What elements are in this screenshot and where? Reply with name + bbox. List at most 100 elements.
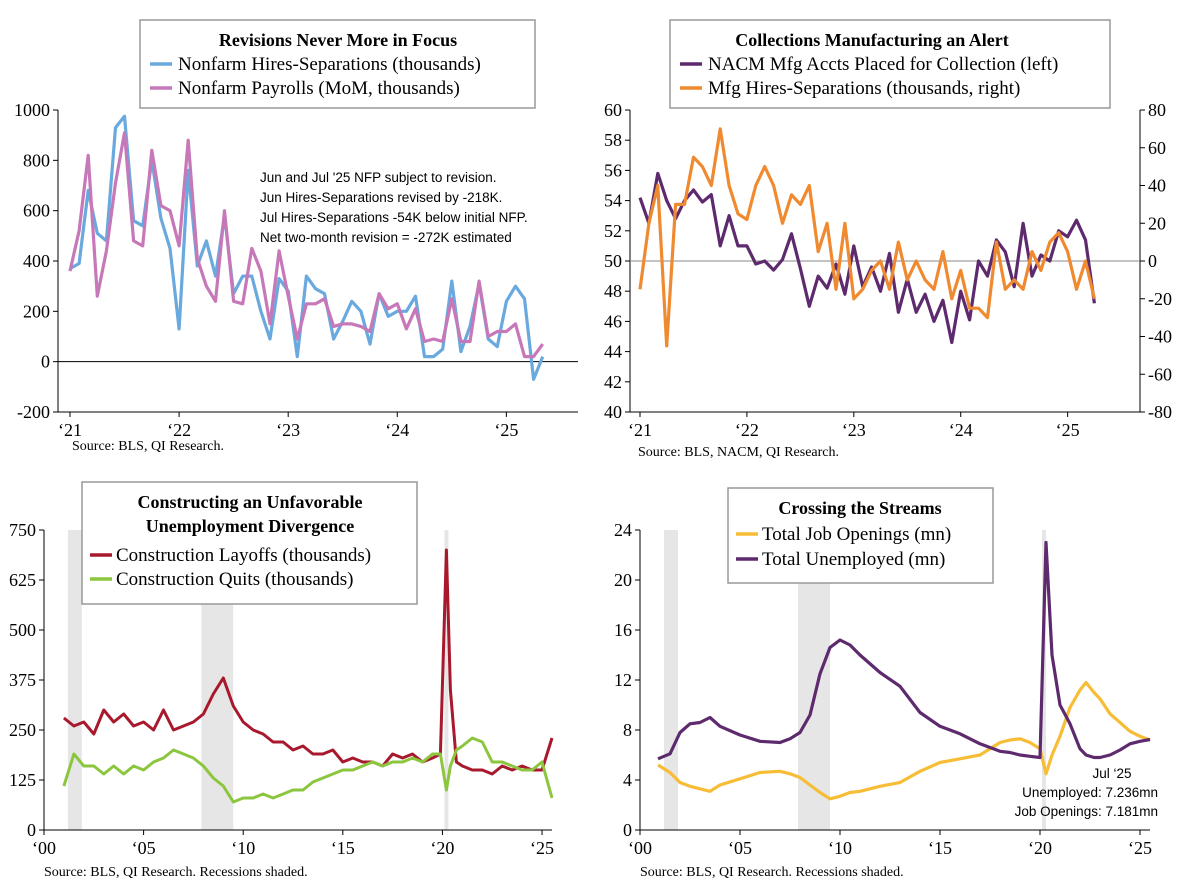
panel-revisions: 1000 800 600 400 200 0 -200 ‘21 ‘22 ‘23 ‘24 ‘25 Revi… — [14, 19, 578, 454]
x-tick-label: ‘10 — [231, 838, 255, 858]
y-tick-label-left: 42 — [604, 372, 622, 392]
y-tick-label-right: -40 — [1148, 327, 1172, 347]
y-tick-label-right: -60 — [1148, 364, 1172, 384]
x-tick-label: ‘23 — [276, 420, 300, 440]
series-line-1 — [638, 127, 1096, 348]
y-tick-label: 20 — [614, 570, 632, 590]
legend-box — [139, 19, 536, 109]
x-tick-label: ‘00 — [628, 838, 652, 858]
y-tick-label: 0 — [41, 352, 50, 372]
x-tick-label: ‘10 — [828, 838, 852, 858]
y-tick-label: 4 — [623, 770, 632, 790]
legend-label: Construction Quits (thousands) — [116, 569, 354, 590]
chart-title: Crossing the Streams — [778, 498, 941, 518]
y-tick-label-left: 60 — [604, 100, 622, 120]
x-tick-label: ‘24 — [949, 420, 973, 440]
annotation-line: Unemployed: 7.236mn — [1022, 785, 1158, 800]
y-tick-label-left: 58 — [604, 130, 622, 150]
x-tick-label: ‘21 — [58, 420, 82, 440]
legend-label: NACM Mfg Accts Placed for Collection (le… — [708, 54, 1058, 75]
legend-label: Mfg Hires-Separations (thousands, right) — [708, 78, 1020, 99]
x-tick-label: ‘20 — [430, 838, 454, 858]
x-tick-label: ‘22 — [735, 420, 759, 440]
panel-construction: 750 625 500 375 250 125 0‘00 ‘05 ‘10 ‘15 ‘20 ‘25 Con… — [9, 481, 554, 880]
y-tick-label: 0 — [27, 820, 36, 840]
legend-box — [727, 487, 994, 584]
legend-label: Construction Layoffs (thousands) — [116, 545, 371, 566]
y-tick-label-right: 60 — [1148, 138, 1166, 158]
x-tick-label: ‘25 — [1128, 838, 1152, 858]
series-line-0 — [62, 548, 554, 776]
y-tick-label: 375 — [9, 670, 36, 690]
y-tick-label-right: 40 — [1148, 176, 1166, 196]
x-tick-label: ‘05 — [132, 838, 156, 858]
legend-label: Nonfarm Hires-Separations (thousands) — [178, 54, 481, 75]
y-tick-label-left: 54 — [604, 191, 622, 211]
x-tick-label: ‘22 — [167, 420, 191, 440]
y-tick-label: 500 — [9, 620, 36, 640]
y-tick-label-left: 40 — [604, 402, 622, 422]
annotation-line: Jun Hires-Separations revised by -218K. — [260, 190, 502, 205]
series-line-1 — [657, 540, 1151, 761]
annotation-line: Jul Hires-Separations -54K below initial… — [260, 210, 528, 225]
annotation-line: Jul ‘25 — [1092, 766, 1131, 781]
y-tick-label-left: 56 — [604, 160, 622, 180]
y-tick-label: 8 — [623, 720, 632, 740]
y-tick-label: 625 — [9, 570, 36, 590]
y-tick-label: 750 — [9, 520, 36, 540]
x-tick-label: ‘25 — [1056, 420, 1080, 440]
x-tick-label: ‘00 — [32, 838, 56, 858]
y-tick-label: 400 — [23, 251, 50, 271]
annotation-line: Net two-month revision = -272K estimated — [260, 230, 512, 245]
source-note: Source: BLS, QI Research. Recessions sha… — [640, 865, 904, 880]
y-tick-label: 250 — [9, 720, 36, 740]
y-tick-label: 600 — [23, 201, 50, 221]
chart-title-line: Constructing an Unfavorable — [137, 492, 362, 512]
recession-band — [1042, 530, 1046, 830]
y-tick-label-right: 80 — [1148, 100, 1166, 120]
series-line-0 — [657, 680, 1151, 801]
y-tick-label: 125 — [9, 770, 36, 790]
y-tick-label-right: -80 — [1148, 402, 1172, 422]
y-tick-label: -200 — [17, 402, 50, 422]
y-tick-label: 0 — [623, 820, 632, 840]
x-tick-label: ‘21 — [628, 420, 652, 440]
chart-title: Collections Manufacturing an Alert — [735, 30, 1008, 50]
recession-band — [67, 530, 82, 830]
annotation-line: Jun and Jul '25 NFP subject to revision. — [260, 170, 496, 185]
y-tick-label: 16 — [614, 620, 632, 640]
legend-label: Total Unemployed (mn) — [762, 549, 945, 570]
series-line-0 — [638, 171, 1096, 345]
series-line-1 — [62, 736, 554, 804]
y-tick-label: 12 — [614, 670, 632, 690]
x-tick-label: ‘05 — [728, 838, 752, 858]
x-tick-label: ‘25 — [530, 838, 554, 858]
source-note: Source: BLS, QI Research. Recessions sha… — [44, 865, 308, 880]
source-note: Source: BLS, NACM, QI Research. — [638, 445, 839, 460]
recession-band — [664, 530, 678, 830]
y-tick-label: 24 — [614, 520, 632, 540]
y-tick-label-left: 52 — [604, 221, 622, 241]
y-tick-label: 200 — [23, 301, 50, 321]
x-tick-label: ‘15 — [928, 838, 952, 858]
source-note: Source: BLS, QI Research. — [72, 439, 224, 454]
y-tick-label: 800 — [23, 150, 50, 170]
panel-crossing: 24 20 16 12 8 4 0‘00 ‘05 ‘10 ‘15 ‘20 ‘25 Crossing th… — [614, 487, 1158, 880]
legend-label: Nonfarm Payrolls (MoM, thousands) — [178, 78, 460, 99]
x-tick-label: ‘24 — [385, 420, 409, 440]
y-tick-label-right: 0 — [1148, 251, 1157, 271]
legend-label: Total Job Openings (mn) — [762, 524, 951, 545]
legend-box — [669, 19, 1111, 109]
chart-title: Revisions Never More in Focus — [219, 30, 457, 50]
x-tick-label: ‘15 — [331, 838, 355, 858]
y-tick-label: 1000 — [14, 100, 50, 120]
chart-title-line: Unemployment Divergence — [146, 516, 354, 536]
y-tick-label-left: 46 — [604, 311, 622, 331]
legend-box — [81, 481, 418, 605]
x-tick-label: ‘20 — [1028, 838, 1052, 858]
x-tick-label: ‘23 — [842, 420, 866, 440]
y-tick-label-right: 20 — [1148, 213, 1166, 233]
y-tick-label-left: 50 — [604, 251, 622, 271]
y-tick-label-left: 44 — [604, 342, 622, 362]
